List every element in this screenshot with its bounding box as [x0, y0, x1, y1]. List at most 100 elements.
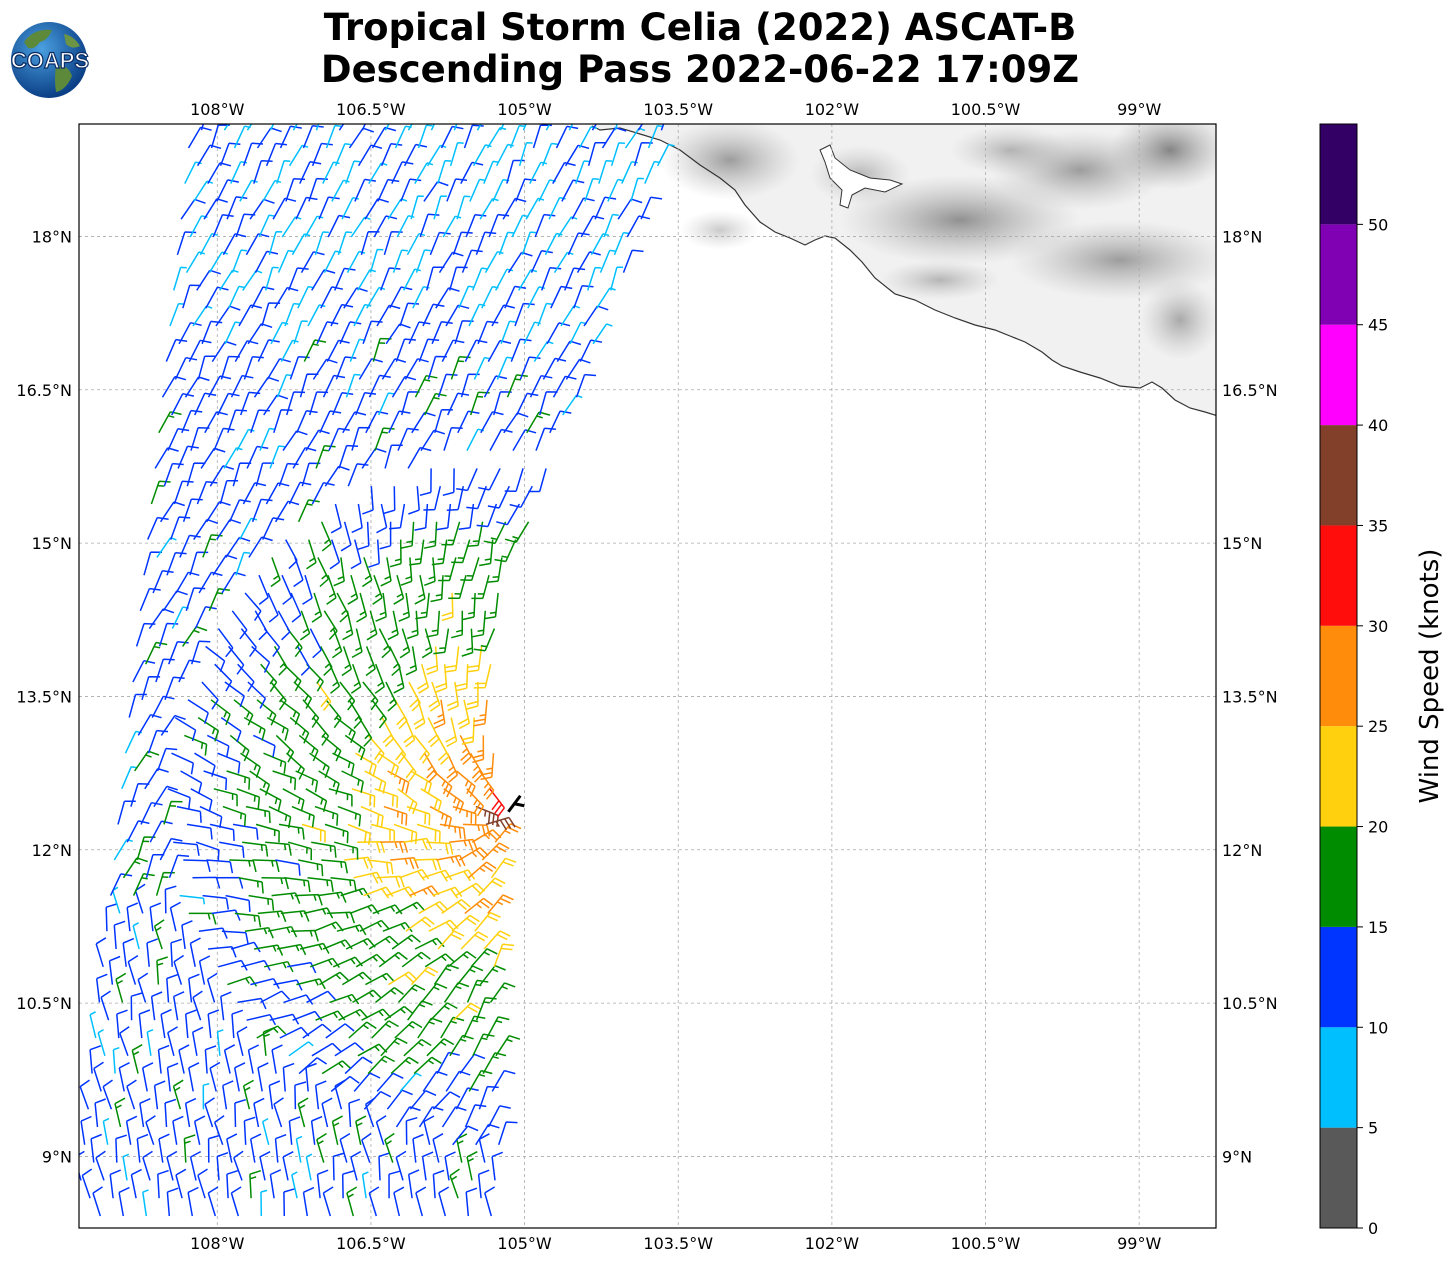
wind-barb: [423, 180, 449, 202]
wind-barb: [375, 1115, 387, 1146]
wind-barb: [261, 302, 281, 327]
wind-barb: [464, 1104, 487, 1128]
wind-barb: [400, 557, 413, 586]
wind-barb: [338, 1008, 369, 1021]
wind-barb: [182, 498, 203, 523]
wind-barb: [219, 142, 241, 167]
wind-barb: [500, 320, 516, 345]
wind-barb: [365, 972, 395, 986]
wind-barb: [270, 321, 289, 345]
wind-barb: [489, 788, 505, 818]
wind-barb: [326, 574, 337, 605]
wind-barb: [478, 1085, 499, 1110]
wind-barb: [407, 1169, 420, 1199]
wind-barb: [172, 266, 187, 291]
wind-barb: [389, 503, 406, 530]
wind-barb: [184, 1097, 197, 1128]
wind-barb: [347, 823, 371, 845]
wind-barb: [487, 1105, 511, 1128]
coastline: [591, 125, 1216, 417]
wind-barb: [282, 430, 308, 452]
wind-barb: [392, 249, 408, 273]
wind-barb: [324, 823, 349, 844]
wind-barb: [366, 74, 390, 94]
wind-barb: [276, 159, 291, 184]
wind-barb: [200, 124, 205, 131]
wind-barb: [229, 859, 257, 873]
lon-label: 105°W: [497, 1234, 552, 1253]
wind-barb: [322, 161, 340, 184]
wind-barb: [164, 1098, 177, 1128]
wind-barb: [344, 856, 374, 869]
wind-barb: [385, 681, 398, 712]
wind-barb: [300, 251, 325, 273]
wind-barb: [195, 841, 220, 862]
wind-barb: [504, 468, 524, 493]
wind-barb: [584, 177, 599, 202]
wind-barb: [236, 1026, 248, 1056]
wind-barb: [481, 75, 505, 95]
wind-barb: [271, 1044, 283, 1074]
wind-barb: [341, 1170, 354, 1199]
wind-barb: [242, 1079, 254, 1110]
wind-barb: [335, 356, 357, 380]
lon-label: 99°W: [1117, 100, 1161, 119]
wind-barb: [614, 124, 618, 131]
wind-barb: [518, 142, 533, 167]
wind-barb: [590, 233, 610, 256]
wind-barb: [431, 539, 448, 566]
wind-barb: [640, 196, 663, 220]
wind-barb: [274, 74, 293, 94]
wind-barb: [478, 770, 495, 800]
wind-barb: [471, 575, 490, 600]
wind-barb: [172, 1079, 184, 1110]
wind-barb: [386, 1089, 413, 1110]
wind-barb: [564, 144, 590, 167]
wind-barb: [504, 521, 530, 544]
wind-barb: [388, 646, 401, 677]
wind-barb: [351, 788, 376, 808]
wind-barb: [541, 142, 558, 167]
wind-barb: [159, 837, 183, 861]
wind-barb: [385, 323, 411, 345]
wind-barb: [339, 1132, 351, 1163]
wind-barb: [256, 699, 277, 726]
wind-barb: [548, 196, 566, 220]
wind-barb: [407, 446, 432, 469]
wind-barb: [94, 1098, 106, 1128]
wind-barb: [474, 911, 501, 932]
wind-barb: [552, 375, 577, 398]
wind-barb: [441, 592, 454, 622]
wind-barb: [243, 716, 266, 741]
wind-barb: [377, 178, 400, 202]
wind-barb: [309, 752, 330, 779]
wind-barb: [387, 610, 399, 641]
wind-barb: [458, 847, 489, 861]
wind-barb: [424, 953, 455, 968]
wind-barb: [553, 251, 574, 274]
wind-barb: [378, 951, 408, 968]
wind-barb: [263, 752, 287, 774]
wind-barb: [468, 303, 486, 327]
wind-barb: [307, 91, 329, 113]
wind-barb: [398, 592, 411, 622]
wind-barb: [461, 717, 475, 745]
wind-barb: [223, 124, 230, 131]
wind-barb: [458, 285, 475, 309]
wind-barb: [315, 1010, 346, 1021]
wind-barb: [176, 805, 202, 823]
wind-barb: [532, 124, 552, 149]
wind-barb: [203, 198, 228, 220]
wind-barb: [364, 770, 387, 794]
wind-barb: [417, 1017, 443, 1039]
wind-barb: [122, 857, 148, 879]
wind-barb: [285, 391, 306, 416]
wind-barb: [375, 592, 387, 622]
wind-barb: [189, 1150, 202, 1181]
wind-barb: [417, 124, 433, 149]
wind-barb: [179, 894, 206, 905]
wind-barb: [506, 159, 525, 184]
wind-barb: [348, 1021, 377, 1039]
wind-barb: [221, 930, 249, 945]
wind-barb: [198, 571, 223, 594]
